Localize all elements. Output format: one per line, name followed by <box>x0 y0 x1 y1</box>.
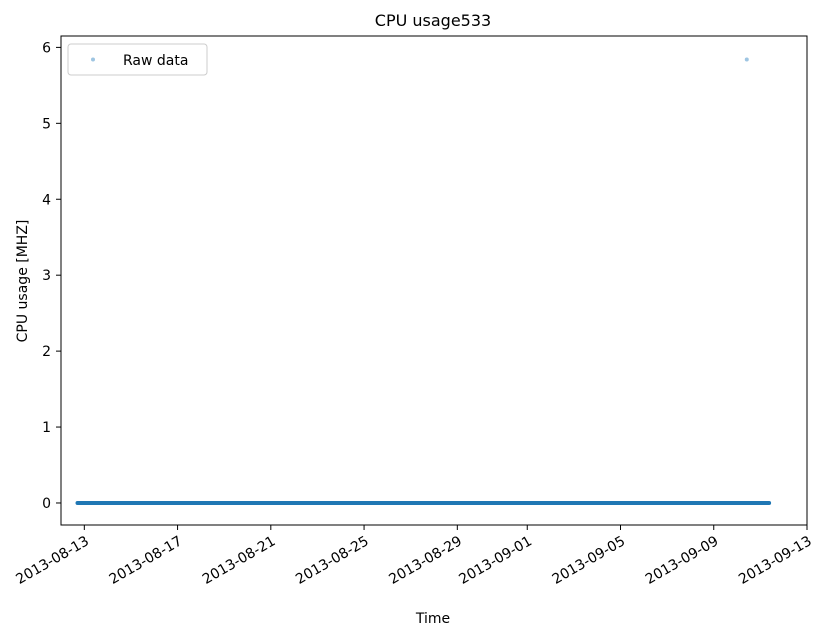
plot-frame <box>60 35 808 526</box>
x-axis-label: Time <box>415 611 450 627</box>
y-tick-label: 1 <box>42 420 51 436</box>
y-tick-label: 5 <box>42 116 51 132</box>
x-tick-label: 2013-09-09 <box>643 533 721 588</box>
y-axis: 0 1 2 3 4 5 6 <box>42 40 61 512</box>
plot-area <box>75 57 772 505</box>
x-tick-label: 2013-08-25 <box>293 533 371 588</box>
x-tick-label: 2013-09-13 <box>736 533 814 588</box>
y-tick-label: 3 <box>42 268 51 284</box>
legend-box <box>67 43 208 76</box>
legend: Raw data <box>67 43 208 76</box>
y-tick-label: 0 <box>42 496 51 512</box>
x-tick-label: 2013-09-05 <box>550 533 628 588</box>
y-tick-label: 6 <box>42 40 51 56</box>
legend-marker <box>91 57 95 62</box>
y-tick-label: 4 <box>42 192 51 208</box>
x-tick-label: 2013-08-13 <box>13 533 91 588</box>
y-axis-label: CPU usage [MHZ] <box>15 220 31 343</box>
legend-label: Raw data <box>123 53 188 69</box>
x-tick-label: 2013-08-29 <box>386 533 464 588</box>
x-tick-label: 2013-09-01 <box>456 533 534 588</box>
data-point-outlier <box>744 57 749 62</box>
y-tick-label: 2 <box>42 344 51 360</box>
x-tick-label: 2013-08-17 <box>107 533 185 588</box>
x-axis: 2013-08-13 2013-08-17 2013-08-21 2013-08-25… <box>13 525 815 588</box>
chart-title: CPU usage533 <box>375 11 491 30</box>
x-tick-label: 2013-08-21 <box>200 533 278 588</box>
